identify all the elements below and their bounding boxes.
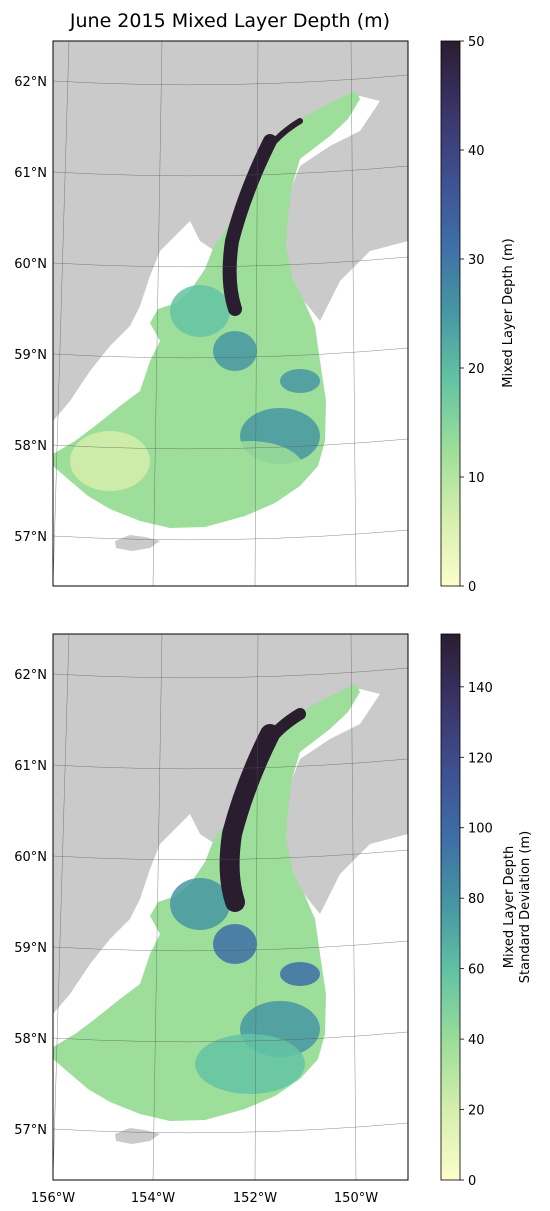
lon-gridline	[152, 634, 163, 1180]
lon-tick-label: 154°W	[131, 1191, 175, 1206]
lat-tick-label: 60°N	[14, 257, 47, 272]
lon-gridline	[254, 634, 259, 1180]
colorbar-tick-label: 80	[468, 892, 485, 907]
colorbar-top-scale	[440, 40, 461, 587]
colorbar-bottom-label: Mixed Layer Depth Standard Deviation (m)	[502, 831, 533, 983]
colorbar-tick-label: 100	[468, 822, 493, 837]
lat-tick-label: 57°N	[14, 530, 47, 545]
lat-tick-label: 60°N	[14, 850, 47, 865]
lat-gridline	[53, 256, 408, 268]
deep-channel	[265, 118, 303, 152]
land-polygon	[53, 41, 408, 421]
colorbar-tick-label: 0	[468, 580, 476, 595]
lon-gridline	[254, 41, 259, 586]
colorbar-bottom-label-line1: Mixed Layer Depth	[502, 846, 517, 968]
depth-patch	[70, 431, 150, 491]
depth-patch	[70, 1024, 150, 1084]
lon-gridline	[152, 41, 163, 586]
deep-channel	[262, 708, 306, 748]
lat-gridline	[53, 74, 408, 86]
map-layers	[53, 634, 408, 1180]
lon-gridline	[53, 41, 70, 586]
map-bottom-lat-labels: 57°N 58°N 59°N 60°N 61°N 62°N	[14, 668, 47, 1138]
colorbar-tick-label: 140	[468, 681, 493, 696]
lat-gridline	[53, 165, 408, 177]
lon-tick-label: 156°W	[31, 1191, 75, 1206]
map-top-lat-labels: 57°N 58°N 59°N 60°N 61°N 62°N	[14, 75, 47, 545]
lat-gridline	[53, 347, 408, 359]
land-polygon	[53, 634, 408, 1014]
lat-gridline	[53, 438, 408, 450]
map-bottom-frame	[52, 633, 409, 1181]
lon-tick-label: 152°W	[233, 1191, 277, 1206]
deep-channel	[224, 167, 259, 275]
lon-gridline	[53, 634, 70, 1180]
map-top-frame	[52, 40, 409, 587]
depth-patch	[213, 331, 257, 371]
depth-patch	[170, 285, 230, 337]
colorbar-tick-label: 40	[468, 1033, 485, 1048]
colorbar-tick-label: 60	[468, 963, 485, 978]
colorbar-top-label: Mixed Layer Depth (m)	[501, 238, 516, 387]
lon-tick-label: 150°W	[334, 1191, 378, 1206]
lat-gridline	[53, 849, 408, 861]
lat-gridline	[53, 758, 408, 770]
map-layers	[53, 41, 408, 586]
depth-patch	[170, 878, 230, 930]
colorbar-tick-label: 120	[468, 751, 493, 766]
colorbar-tick-label: 50	[468, 35, 485, 50]
figure-title: June 2015 Mixed Layer Depth (m)	[69, 10, 390, 32]
depth-patch	[213, 924, 257, 964]
colorbar-bottom-ticks: 0 20 40 60 80 100 120 140	[460, 681, 493, 1189]
lat-gridline	[53, 940, 408, 952]
map-bottom-lon-labels: 156°W 154°W 152°W 150°W	[31, 1191, 378, 1206]
colorbar-tick-label: 20	[468, 1104, 485, 1119]
lat-tick-label: 62°N	[14, 75, 47, 90]
lat-tick-label: 59°N	[14, 348, 47, 363]
colorbar-bottom: 0 20 40 60 80 100 120 140 Mixed Layer Depth Sta…	[440, 633, 533, 1189]
colorbar-bottom-label-line2: Standard Deviation (m)	[518, 831, 533, 983]
deep-channel	[221, 757, 262, 871]
lon-gridline	[350, 634, 357, 1180]
map-top: 57°N 58°N 59°N 60°N 61°N 62°N	[14, 40, 409, 587]
lat-tick-label: 57°N	[14, 1123, 47, 1138]
lat-gridline	[53, 1122, 408, 1134]
lat-gridline	[53, 667, 408, 679]
lat-gridline	[53, 1031, 408, 1043]
lat-tick-label: 61°N	[14, 759, 47, 774]
depth-patch	[280, 369, 320, 393]
colorbar-tick-label: 20	[468, 362, 485, 377]
lat-tick-label: 58°N	[14, 439, 47, 454]
depth-patch	[195, 441, 305, 501]
colorbar-top-ticks: 0 10 20 30 40 50	[460, 35, 485, 595]
lat-tick-label: 59°N	[14, 941, 47, 956]
colorbar-tick-label: 0	[468, 1174, 476, 1189]
lat-gridline	[53, 529, 408, 541]
colorbar-bottom-scale	[440, 633, 461, 1181]
colorbar-top: 0 10 20 30 40 50 Mixed Layer Depth (m)	[440, 35, 516, 595]
colorbar-tick-label: 10	[468, 471, 485, 486]
lon-gridline	[350, 41, 357, 586]
lat-tick-label: 58°N	[14, 1032, 47, 1047]
depth-patch	[280, 962, 320, 986]
lat-tick-label: 61°N	[14, 166, 47, 181]
colorbar-tick-label: 30	[468, 253, 485, 268]
map-bottom: 57°N 58°N 59°N 60°N 61°N 62°N 156°W 154°W 152°W…	[14, 633, 409, 1206]
lat-tick-label: 62°N	[14, 668, 47, 683]
depth-patch	[195, 1034, 305, 1094]
colorbar-tick-label: 40	[468, 144, 485, 159]
